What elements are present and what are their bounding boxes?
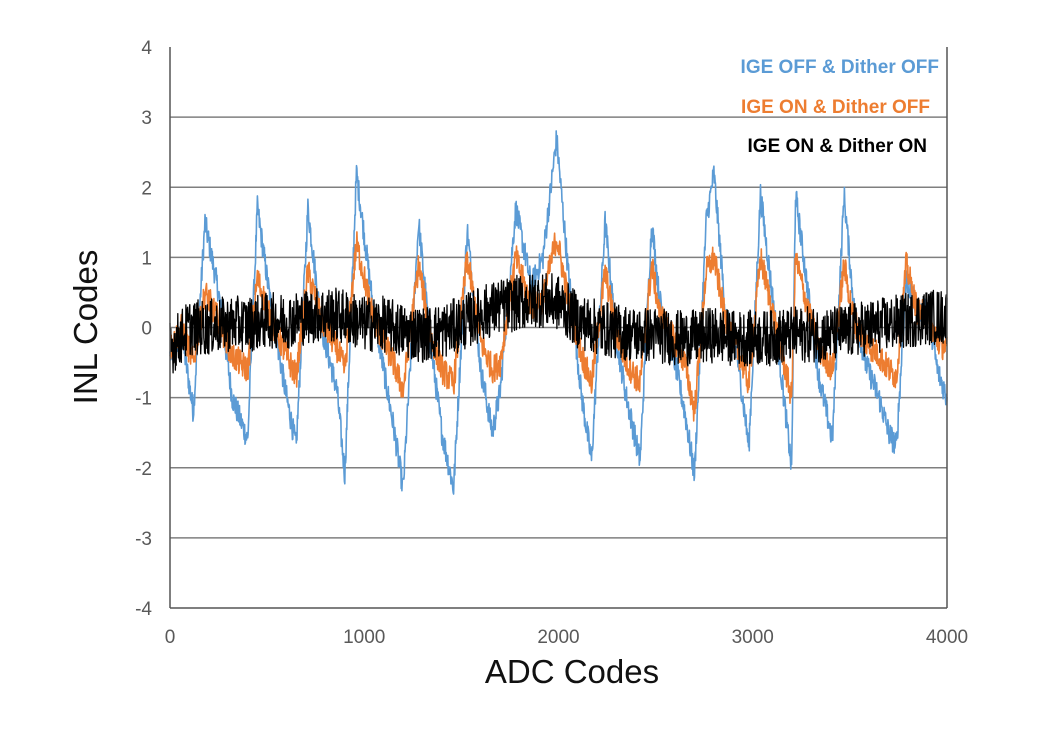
x-tick-label: 3000 xyxy=(732,627,774,648)
legend-entry-2: IGE ON & Dither OFF xyxy=(741,97,930,118)
y-tick-label: -2 xyxy=(135,459,152,480)
y-tick-label: 1 xyxy=(141,248,152,269)
y-tick-label: 3 xyxy=(141,108,152,129)
legend-entry-3: IGE ON & Dither ON xyxy=(748,136,927,157)
y-tick-label: 2 xyxy=(141,178,152,199)
tick-labels: 4 3 2 1 0 -1 -2 -3 -4 0 1000 2000 3000 4000 xyxy=(135,38,968,648)
x-tick-label: 0 xyxy=(165,627,176,648)
y-tick-label: 4 xyxy=(141,38,152,59)
y-tick-label: 0 xyxy=(141,319,152,340)
legend-entry-1: IGE OFF & Dither OFF xyxy=(741,57,939,78)
y-axis-title: INL Codes xyxy=(67,250,104,405)
plot-frame xyxy=(169,47,948,609)
x-tick-label: 4000 xyxy=(926,627,968,648)
legend: IGE OFF & Dither OFF IGE ON & Dither OFF I… xyxy=(741,57,939,157)
x-axis-title: ADC Codes xyxy=(485,653,659,690)
y-tick-label: -1 xyxy=(135,389,152,410)
x-tick-label: 2000 xyxy=(537,627,579,648)
series-line-1 xyxy=(169,130,948,495)
series-layer xyxy=(169,130,948,495)
x-tick-label: 1000 xyxy=(343,627,385,648)
y-tick-label: -3 xyxy=(135,529,152,550)
series-line-3 xyxy=(169,273,948,374)
y-tick-label: -4 xyxy=(135,599,152,620)
